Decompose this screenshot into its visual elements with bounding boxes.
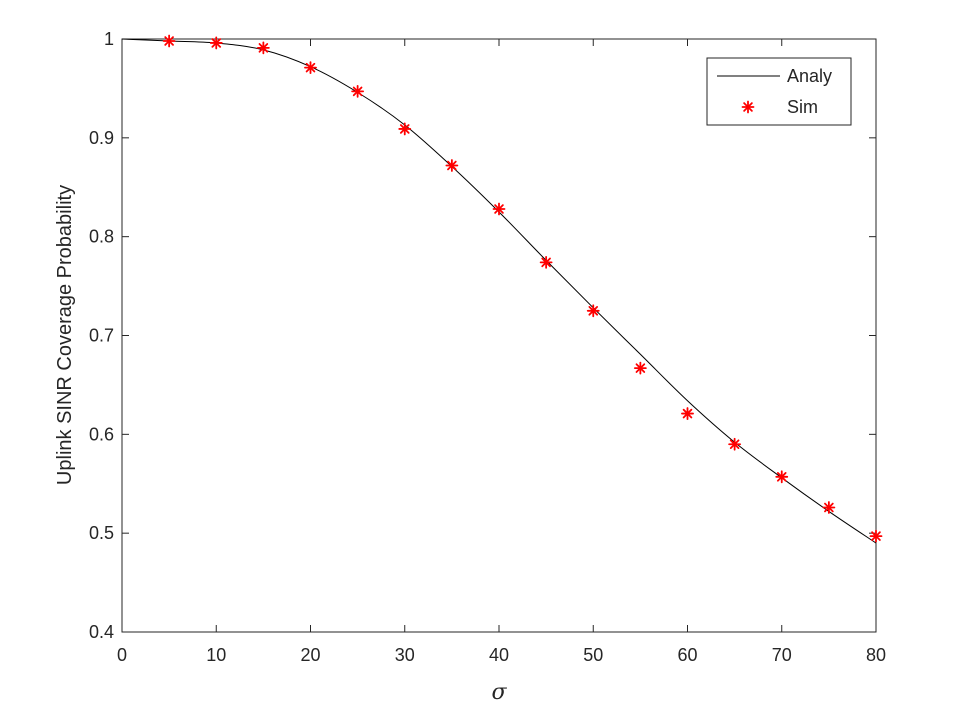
x-tick-label: 80 bbox=[866, 645, 886, 665]
series-point-sim bbox=[256, 41, 270, 55]
x-tick-label: 40 bbox=[489, 645, 509, 665]
series-point-sim bbox=[162, 34, 176, 48]
series-point-sim bbox=[869, 529, 883, 543]
series-point-sim bbox=[681, 407, 694, 420]
x-axis-ticks: 0 10 20 30 40 50 60 70 80 bbox=[117, 39, 886, 665]
x-tick-label: 70 bbox=[772, 645, 792, 665]
legend-sim-asterisk bbox=[741, 100, 755, 114]
y-axis-ticks: 0.4 0.5 0.6 0.7 0.8 0.9 1 bbox=[89, 29, 876, 642]
y-tick-label: 0.5 bbox=[89, 523, 114, 543]
series-point-sim bbox=[633, 361, 647, 375]
series-point-sim bbox=[539, 255, 553, 269]
x-axis-label: σ bbox=[491, 680, 507, 705]
series-point-sim bbox=[822, 501, 836, 514]
y-tick-label: 0.4 bbox=[89, 622, 114, 642]
series-point-sim bbox=[492, 202, 506, 216]
y-tick-label: 0.9 bbox=[89, 128, 114, 148]
x-tick-label: 20 bbox=[300, 645, 320, 665]
series-point-sim bbox=[351, 84, 365, 98]
series-point-sim bbox=[775, 470, 789, 484]
legend: Analy Sim bbox=[706, 57, 852, 126]
series-point-sim bbox=[728, 437, 742, 451]
y-tick-label: 0.7 bbox=[89, 326, 114, 346]
series-line-analy bbox=[121, 38, 877, 544]
series-point-sim bbox=[398, 122, 412, 136]
series-layer bbox=[121, 34, 883, 544]
x-tick-label: 50 bbox=[583, 645, 603, 665]
x-tick-label: 60 bbox=[677, 645, 697, 665]
series-point-sim bbox=[586, 304, 600, 318]
y-axis-label: Uplink SINR Coverage Probability bbox=[54, 185, 76, 485]
series-point-sim bbox=[445, 159, 459, 172]
plot-area bbox=[121, 38, 877, 633]
y-tick-label: 0.8 bbox=[89, 227, 114, 247]
x-tick-label: 30 bbox=[395, 645, 415, 665]
legend-sim-label: Sim bbox=[787, 97, 818, 117]
series-point-sim bbox=[209, 36, 223, 50]
y-tick-label: 1 bbox=[104, 29, 114, 49]
legend-sim-marker bbox=[741, 100, 755, 114]
series-point-sim bbox=[304, 61, 317, 75]
legend-analy-label: Analy bbox=[787, 66, 832, 86]
legend-box bbox=[706, 57, 852, 126]
y-tick-label: 0.6 bbox=[89, 424, 114, 444]
x-tick-label: 10 bbox=[206, 645, 226, 665]
x-tick-label: 0 bbox=[117, 645, 127, 665]
